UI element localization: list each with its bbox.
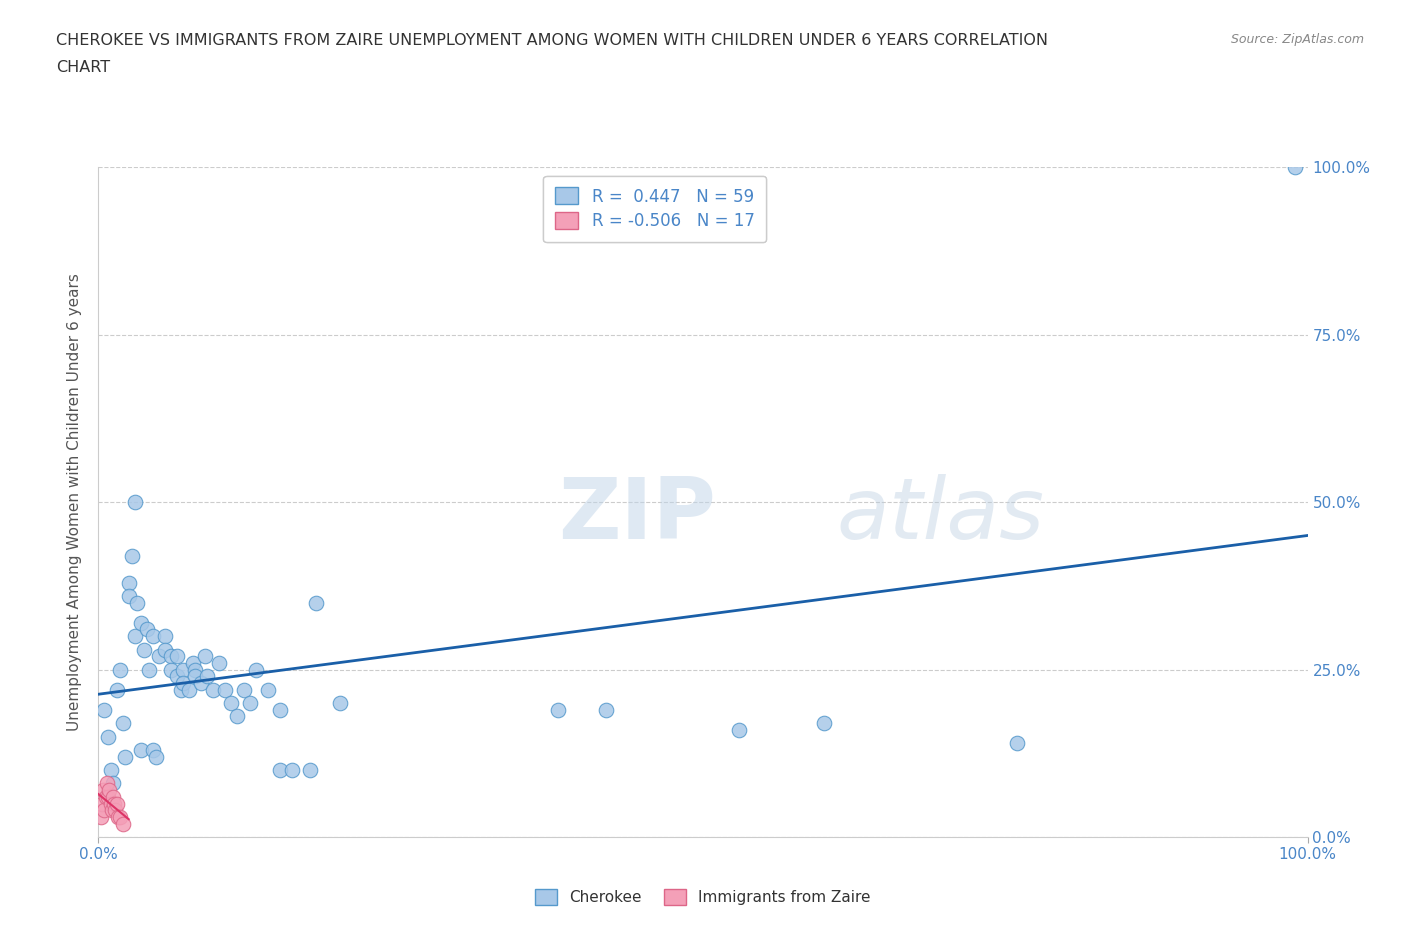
Point (104, 803, 127, 817)
Point (93, 803, 115, 817)
Y-axis label: Unemployment Among Women with Children Under 6 years: Unemployment Among Women with Children U… (67, 273, 83, 731)
Point (1007, 736, 1029, 751)
Point (329, 696, 352, 711)
Point (142, 629, 165, 644)
Point (269, 702, 291, 717)
Point (100, 796, 122, 811)
Point (96, 776, 118, 790)
Point (160, 649, 183, 664)
Point (135, 622, 157, 637)
Point (103, 796, 125, 811)
Point (153, 642, 176, 657)
Point (108, 809, 131, 824)
Point (97, 790, 120, 804)
Point (138, 662, 160, 677)
Point (169, 683, 191, 698)
Point (179, 683, 201, 698)
Point (184, 669, 207, 684)
Point (118, 589, 141, 604)
Point (153, 629, 176, 644)
Point (166, 669, 188, 684)
Point (190, 675, 212, 690)
Point (108, 662, 131, 677)
Point (172, 662, 194, 677)
Text: Source: ZipAtlas.com: Source: ZipAtlas.com (1230, 33, 1364, 46)
Point (97, 729, 120, 744)
Point (118, 575, 141, 590)
Point (93, 702, 115, 717)
Point (281, 763, 304, 777)
Point (114, 750, 136, 764)
Point (728, 723, 751, 737)
Point (124, 629, 146, 644)
Point (111, 817, 134, 831)
Point (100, 763, 122, 777)
Legend: Cherokee, Immigrants from Zaire: Cherokee, Immigrants from Zaire (527, 882, 879, 913)
Text: atlas: atlas (837, 474, 1045, 557)
Point (595, 702, 617, 717)
Point (107, 809, 129, 824)
Point (166, 649, 188, 664)
Point (232, 683, 254, 698)
Point (172, 675, 194, 690)
Point (195, 669, 218, 684)
Point (245, 662, 267, 677)
Point (105, 683, 128, 698)
Point (101, 790, 124, 804)
Point (226, 709, 249, 724)
Point (129, 616, 152, 631)
Point (1284, 160, 1306, 175)
Point (208, 656, 231, 671)
Point (813, 716, 835, 731)
Point (305, 595, 328, 610)
Point (98, 783, 121, 798)
Point (184, 662, 207, 677)
Point (214, 683, 236, 698)
Point (256, 683, 278, 698)
Point (269, 763, 291, 777)
Point (101, 776, 124, 790)
Point (127, 595, 149, 610)
Point (547, 702, 569, 717)
Point (90, 809, 112, 824)
Point (111, 716, 134, 731)
Point (121, 549, 143, 564)
Point (194, 649, 217, 664)
Text: CHEROKEE VS IMMIGRANTS FROM ZAIRE UNEMPLOYMENT AMONG WOMEN WITH CHILDREN UNDER 6: CHEROKEE VS IMMIGRANTS FROM ZAIRE UNEMPL… (56, 33, 1049, 47)
Point (105, 796, 128, 811)
Point (124, 495, 146, 510)
Point (181, 656, 204, 671)
Point (202, 683, 225, 698)
Point (91, 796, 114, 811)
Point (142, 742, 165, 757)
Point (129, 742, 152, 757)
Point (134, 642, 156, 657)
Point (145, 750, 167, 764)
Point (94, 790, 117, 804)
Point (160, 662, 183, 677)
Text: ZIP: ZIP (558, 474, 716, 557)
Point (100, 803, 122, 817)
Point (148, 649, 170, 664)
Point (239, 696, 262, 711)
Point (221, 696, 243, 711)
Text: CHART: CHART (56, 60, 110, 75)
Legend: R =  0.447   N = 59, R = -0.506   N = 17: R = 0.447 N = 59, R = -0.506 N = 17 (543, 176, 766, 242)
Point (299, 763, 322, 777)
Point (91, 783, 114, 798)
